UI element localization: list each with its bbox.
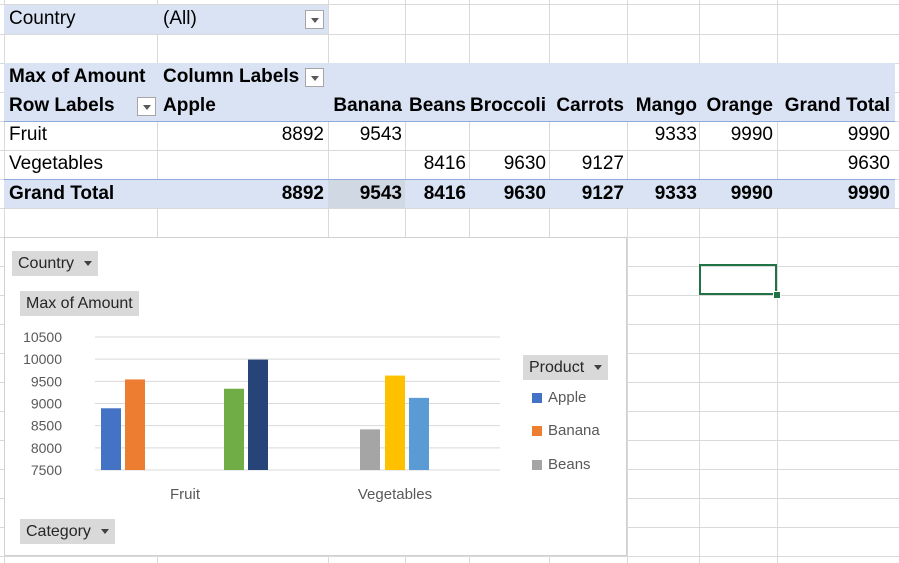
filter-field-value: (All) xyxy=(163,8,197,29)
legend-label: Apple xyxy=(548,389,587,406)
filter-row xyxy=(4,5,328,34)
column-header-beans: Beans xyxy=(408,95,466,116)
column-header-mango: Mango xyxy=(635,95,697,116)
table-cell: 9990 xyxy=(847,124,890,145)
column-labels-dropdown-icon[interactable] xyxy=(305,68,324,87)
chart-legend-filter-label: Product xyxy=(529,359,585,376)
chart-value-field-label: Max of Amount xyxy=(26,295,133,312)
column-header-apple: Apple xyxy=(163,95,216,116)
fill-handle[interactable] xyxy=(773,291,781,299)
x-category-label: Fruit xyxy=(170,486,201,503)
chart-category-axis-label: Category xyxy=(26,523,91,540)
table-cell: 9630 xyxy=(503,153,546,174)
legend-item-apple: Apple xyxy=(532,389,586,406)
bar-apple-fruit xyxy=(101,408,121,470)
table-cell: 9630 xyxy=(847,153,890,174)
legend-swatch xyxy=(532,460,542,471)
table-cell: 8892 xyxy=(281,124,324,145)
bar-orange-fruit xyxy=(248,359,268,470)
row-labels-dropdown-icon[interactable] xyxy=(137,97,156,116)
row-labels-header: Row Labels xyxy=(9,95,115,116)
y-tick-label: 8500 xyxy=(31,418,62,434)
x-category-label: Vegetables xyxy=(358,486,432,503)
grand-total-divider xyxy=(4,179,895,180)
legend-item-beans: Beans xyxy=(532,456,591,473)
table-cell: 9127 xyxy=(581,153,624,174)
column-header-orange: Orange xyxy=(706,95,773,116)
country-filter-dropdown-icon[interactable] xyxy=(305,10,324,29)
table-cell: 9127 xyxy=(581,183,624,204)
bar-banana-fruit xyxy=(125,379,145,470)
bar-beans-vegetables xyxy=(360,429,380,470)
table-cell: 9543 xyxy=(359,183,402,204)
table-cell: 9630 xyxy=(503,183,546,204)
legend-swatch xyxy=(532,426,542,437)
table-cell: 9333 xyxy=(654,183,697,204)
bar-broccoli-vegetables xyxy=(385,375,405,470)
row-label-grand-total: Grand Total xyxy=(9,183,115,204)
y-tick-label: 9500 xyxy=(31,373,62,389)
chart-category-axis-button[interactable]: Category xyxy=(20,519,115,544)
chevron-down-icon xyxy=(594,365,603,371)
table-cell: 9990 xyxy=(847,183,890,204)
chevron-down-icon xyxy=(84,261,93,267)
y-tick-label: 8000 xyxy=(31,440,62,456)
legend-item-banana: Banana xyxy=(532,422,600,439)
table-cell: 9333 xyxy=(654,124,697,145)
chevron-down-icon xyxy=(100,529,109,535)
bar-mango-fruit xyxy=(224,388,244,470)
bar-carrots-vegetables xyxy=(409,397,429,470)
column-header-banana: Banana xyxy=(333,95,402,116)
table-cell: 9990 xyxy=(730,124,773,145)
chart-legend-filter-button[interactable]: Product xyxy=(523,355,609,380)
y-tick-label: 7500 xyxy=(31,462,62,478)
chart-country-filter-button[interactable]: Country xyxy=(12,251,99,276)
table-cell: 9543 xyxy=(359,124,402,145)
row-label-vegetables: Vegetables xyxy=(9,153,104,174)
column-header-broccoli: Broccoli xyxy=(469,95,546,116)
table-cell: 8416 xyxy=(423,153,466,174)
column-labels-header: Column Labels xyxy=(163,66,300,87)
legend-label: Banana xyxy=(548,422,600,439)
grand-total-band xyxy=(4,180,895,208)
column-header-carrots: Carrots xyxy=(556,95,624,116)
legend-swatch xyxy=(532,393,542,404)
legend-label: Beans xyxy=(548,456,591,473)
pivot-chart[interactable]: Country Max of Amount 10500 10000 9500 9000… xyxy=(4,237,627,556)
y-tick-label: 10000 xyxy=(23,351,62,367)
y-tick-label: 10500 xyxy=(23,329,62,345)
plot-area: 10500 10000 9500 9000 8500 8000 7500 Fruit Veget… xyxy=(23,329,500,503)
table-cell: 8416 xyxy=(423,183,466,204)
row-label-fruit: Fruit xyxy=(9,124,47,145)
chart-value-field-button[interactable]: Max of Amount xyxy=(20,291,139,316)
value-header: Max of Amount xyxy=(9,66,146,87)
chart-country-filter-label: Country xyxy=(18,255,75,272)
selected-cell[interactable] xyxy=(699,264,777,295)
active-cell-highlight xyxy=(328,180,405,208)
header-divider xyxy=(4,121,895,122)
table-cell: 8892 xyxy=(281,183,324,204)
y-tick-label: 9000 xyxy=(31,396,62,412)
column-header-grand-total: Grand Total xyxy=(784,95,890,116)
filter-field-label: Country xyxy=(9,8,76,29)
table-cell: 9990 xyxy=(730,183,773,204)
